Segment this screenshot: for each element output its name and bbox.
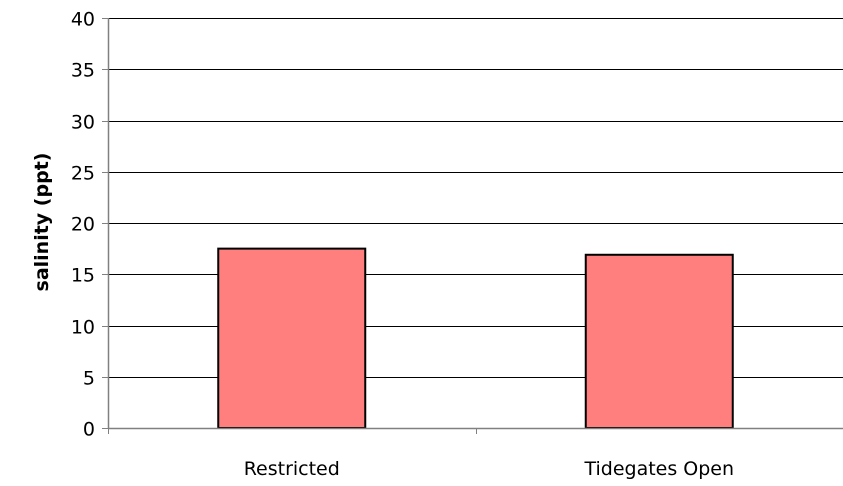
y-tick-label-25: 25 [71,163,95,185]
x-category-label-restricted: Restricted [244,458,340,480]
labels: 0 5 10 15 20 25 30 35 40 Restricted Tidegates Open [71,9,734,481]
y-tick-label-15: 15 [71,265,95,287]
y-tick-label-5: 5 [83,368,95,390]
bar-restricted [217,247,367,429]
y-axis-title: salinity (ppt) [31,153,53,292]
x-category-label-tidegates-open: Tidegates Open [583,458,734,480]
y-tick-label-0: 0 [83,419,95,441]
y-tick-label-30: 30 [71,112,95,134]
axes [102,18,843,434]
y-tick-label-20: 20 [71,214,95,236]
bar-tidegates-open [584,253,734,429]
y-tick-label-10: 10 [71,317,95,339]
y-tick-label-35: 35 [71,60,95,82]
y-tick-label-40: 40 [71,9,95,31]
bars [217,247,734,429]
